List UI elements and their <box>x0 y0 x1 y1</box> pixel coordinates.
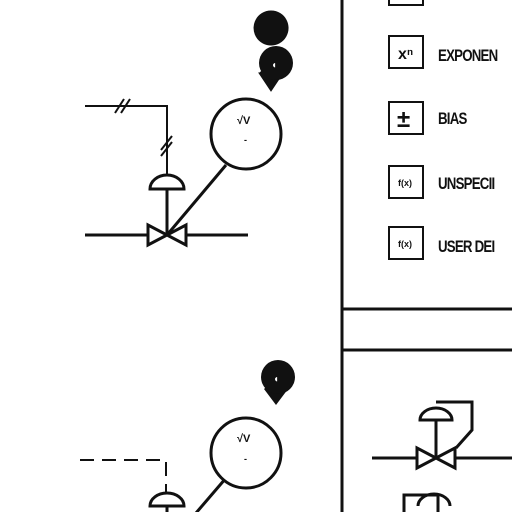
actuator-dome-icon-3 <box>418 406 454 422</box>
bias-icon <box>388 101 424 135</box>
electric-signal-line <box>80 459 167 492</box>
instrument-sub-1: - <box>244 135 247 145</box>
control-valve-diagram-3 <box>372 400 512 512</box>
positioner-linkage <box>436 400 474 449</box>
pin-glyph-2: ◖ <box>273 374 279 385</box>
instrument-bubble-icon-2 <box>209 416 283 490</box>
instrument-sub-2: - <box>244 454 247 464</box>
exponent-icon <box>388 35 424 69</box>
legend-item-exponent: xⁿ <box>388 35 424 69</box>
legend-label-exponent: EXPONEN <box>438 46 498 65</box>
partial-box-bottom <box>402 493 440 512</box>
unspecified-glyph: f(x) <box>398 178 412 188</box>
legend-item-bias: ± <box>388 101 424 135</box>
legend-item-user-defined: f(x) <box>388 226 424 260</box>
actuator-dome-icon-2 <box>148 491 186 508</box>
exponent-glyph: xⁿ <box>398 46 413 63</box>
legend-panel-frame <box>340 0 512 512</box>
control-valve-diagram-2 <box>80 416 283 512</box>
actuator-dome-icon <box>148 173 186 191</box>
instrument-glyph-1: √V <box>237 115 251 127</box>
pneumatic-signal-line <box>85 105 168 175</box>
legend-item-unspecified: f(x) <box>388 165 424 199</box>
legend-label-user-defined: USER DEI <box>438 237 495 256</box>
pin-glyph-1: ◖ <box>271 60 277 71</box>
user-defined-glyph: f(x) <box>398 239 412 249</box>
bias-glyph: ± <box>397 106 410 133</box>
unspecified-icon <box>388 165 424 199</box>
legend-box-partial <box>388 0 424 6</box>
instrument-bubble-icon <box>209 97 283 171</box>
instrument-glyph-2: √V <box>237 433 251 445</box>
legend-label-bias: BIAS <box>438 109 467 128</box>
control-valve-diagram-1 <box>85 97 283 248</box>
legend-label-unspecified: UNSPECII <box>438 174 495 193</box>
user-defined-icon <box>388 226 424 260</box>
